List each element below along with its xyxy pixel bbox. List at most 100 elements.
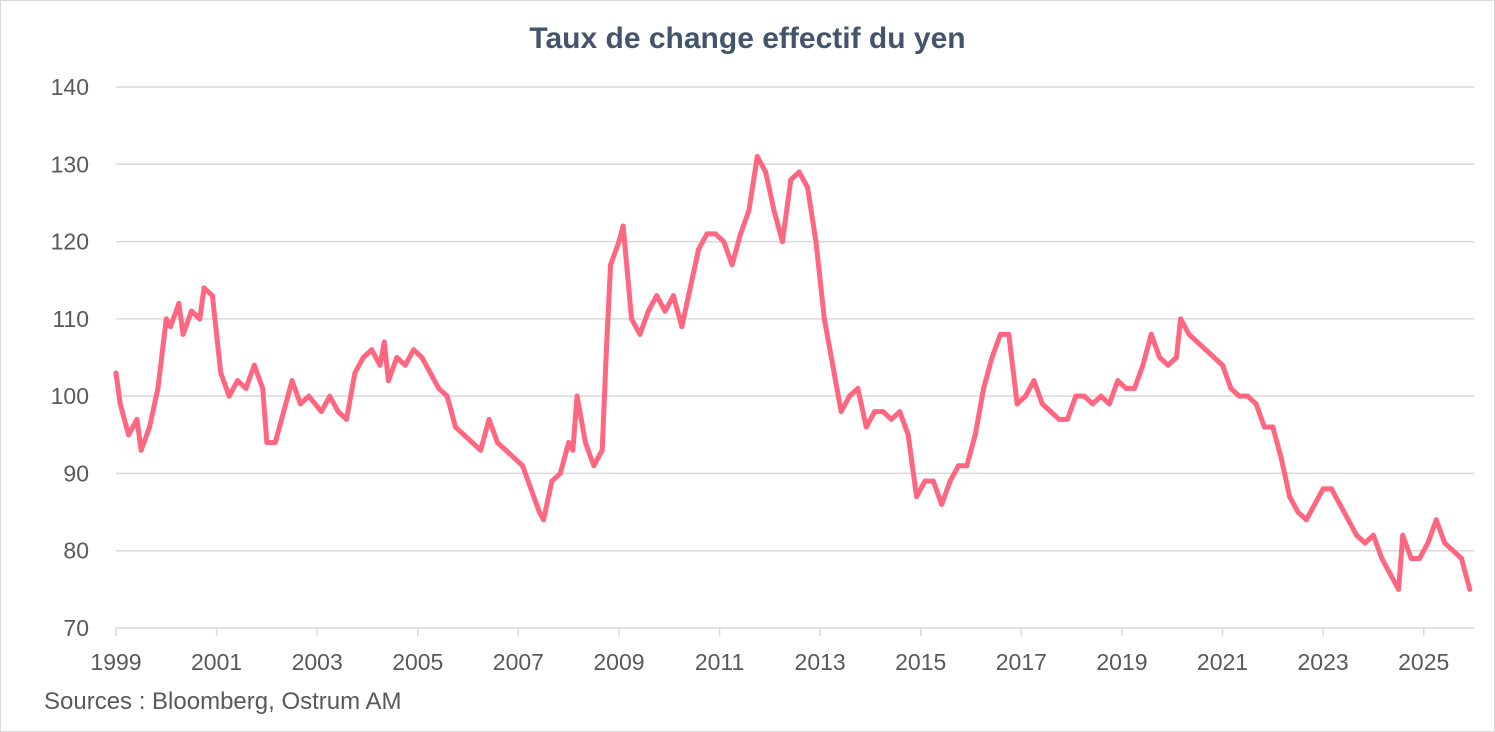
data-point [696, 246, 702, 252]
data-point [947, 478, 953, 484]
data-point [180, 331, 186, 337]
data-point [1031, 378, 1037, 384]
data-point [1220, 362, 1226, 368]
x-tick-label: 2019 [1096, 649, 1147, 675]
x-tick-label: 2023 [1298, 649, 1349, 675]
data-point [134, 416, 140, 422]
data-point [1064, 416, 1070, 422]
data-point [1165, 362, 1171, 368]
data-point [662, 308, 668, 314]
data-point [616, 239, 622, 245]
data-point [972, 432, 978, 438]
data-point [955, 463, 961, 469]
data-point [830, 362, 836, 368]
data-point [788, 177, 794, 183]
data-point [888, 416, 894, 422]
data-point [1115, 378, 1121, 384]
data-point [218, 370, 224, 376]
data-point [687, 285, 693, 291]
data-point [138, 447, 144, 453]
data-point [163, 316, 169, 322]
x-tick-label: 2025 [1398, 649, 1449, 675]
data-point [306, 393, 312, 399]
data-point [930, 478, 936, 484]
data-point [1211, 355, 1217, 360]
data-point [1106, 401, 1112, 407]
data-point [1442, 540, 1448, 546]
data-point [599, 447, 605, 453]
data-point [411, 347, 417, 353]
data-point [503, 447, 509, 453]
data-point [1023, 393, 1029, 399]
data-point [603, 347, 609, 353]
data-point [1140, 362, 1146, 368]
x-tick-label: 2009 [593, 649, 644, 675]
data-point [1417, 555, 1423, 561]
data-point [746, 208, 752, 214]
x-tick-label: 2001 [191, 649, 242, 675]
data-point [1148, 331, 1154, 337]
x-tick-label: 2015 [895, 649, 946, 675]
data-point [1303, 517, 1309, 523]
data-point [872, 409, 878, 415]
data-point [645, 308, 651, 314]
data-point [1295, 509, 1301, 515]
x-tick-label: 2021 [1197, 649, 1248, 675]
data-point [939, 501, 945, 507]
data-point [549, 478, 555, 484]
data-point [197, 316, 203, 322]
data-point [260, 385, 266, 391]
y-tick-label: 90 [63, 460, 89, 486]
y-tick-label: 120 [51, 229, 89, 255]
data-point [1261, 424, 1267, 430]
data-point [1362, 540, 1368, 546]
data-point [1203, 347, 1209, 353]
data-point [469, 440, 475, 446]
data-point [679, 324, 685, 330]
data-point [805, 184, 811, 190]
data-point [1312, 501, 1318, 507]
x-tick-label: 2013 [795, 649, 846, 675]
data-point [1194, 339, 1200, 345]
data-point [566, 440, 572, 446]
x-tick-label: 2003 [292, 649, 343, 675]
data-point [574, 393, 580, 399]
x-tick-label: 2011 [695, 649, 744, 675]
data-point [989, 355, 995, 360]
data-point [377, 362, 383, 368]
data-point [1408, 555, 1414, 561]
data-point [188, 308, 194, 314]
data-point [838, 409, 844, 415]
data-point [511, 455, 517, 461]
data-point [763, 169, 769, 175]
data-point [251, 362, 257, 368]
data-point [1098, 393, 1104, 399]
data-point [721, 239, 727, 245]
y-tick-label: 140 [51, 74, 89, 100]
data-point [281, 409, 287, 415]
data-point [419, 355, 425, 360]
data-point [880, 409, 886, 415]
data-point [1433, 517, 1439, 523]
data-point [1006, 331, 1012, 337]
chart-title: Taux de change effectif du yen [529, 22, 966, 55]
data-point [264, 440, 270, 446]
data-point [272, 440, 278, 446]
data-point [1253, 401, 1259, 407]
data-point [427, 370, 433, 376]
data-point [176, 300, 182, 306]
data-point [591, 463, 597, 469]
data-point [1048, 409, 1054, 415]
data-point [813, 239, 819, 245]
data-point [318, 409, 324, 415]
data-point [779, 239, 785, 245]
data-point [1073, 393, 1079, 399]
data-point [914, 494, 920, 500]
series-line [113, 154, 1473, 592]
source-note: Sources : Bloomberg, Ostrum AM [44, 688, 402, 715]
data-point [738, 231, 744, 237]
data-point [654, 293, 660, 299]
data-point [1081, 393, 1087, 399]
data-point [528, 486, 534, 492]
